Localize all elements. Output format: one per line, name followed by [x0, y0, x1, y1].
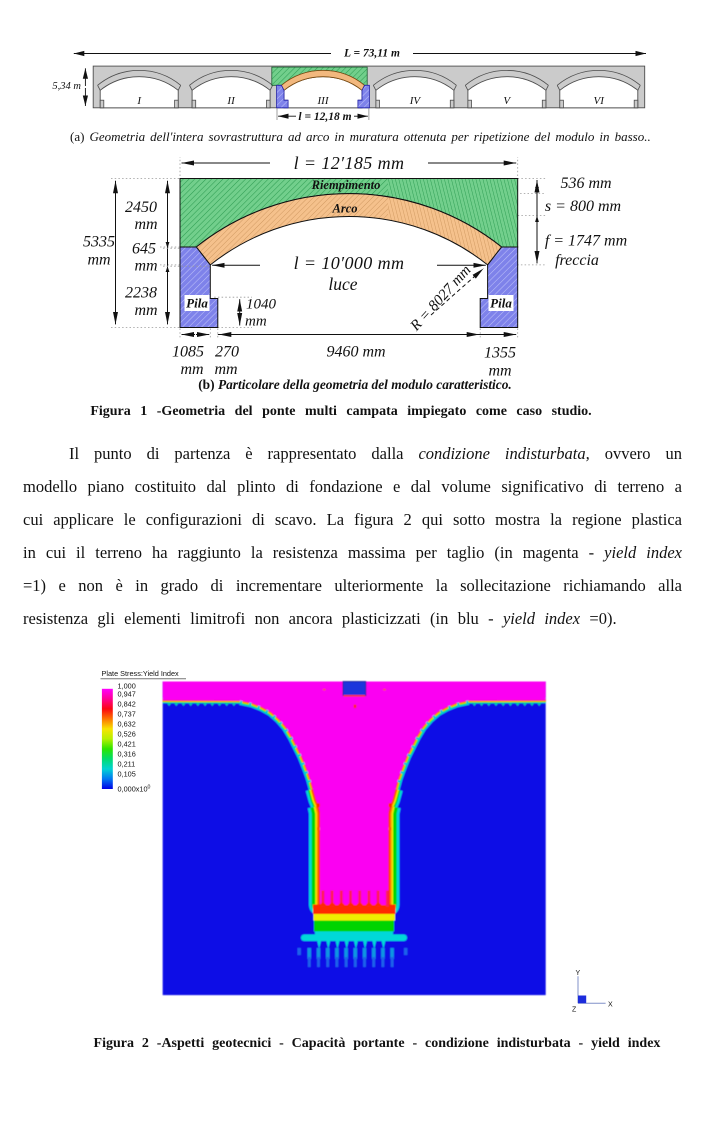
svg-text:l = 12′185 mm: l = 12′185 mm: [294, 153, 405, 173]
svg-text:5,34 m: 5,34 m: [52, 81, 81, 92]
svg-text:mm: mm: [245, 314, 267, 330]
svg-text:Riempimento: Riempimento: [311, 178, 381, 192]
svg-text:9460 mm: 9460 mm: [326, 344, 385, 361]
svg-text:L = 73,11 m: L = 73,11 m: [343, 48, 400, 60]
svg-text:mm: mm: [134, 216, 157, 233]
svg-text:s = 800 mm: s = 800 mm: [545, 198, 621, 215]
svg-text:1040: 1040: [246, 297, 277, 313]
svg-text:0,211: 0,211: [118, 759, 136, 768]
svg-text:5335: 5335: [83, 234, 115, 251]
svg-text:Z: Z: [572, 1007, 577, 1014]
svg-text:Plate Stress:Yield Index: Plate Stress:Yield Index: [102, 669, 180, 678]
svg-text:2238: 2238: [125, 285, 157, 302]
svg-text:0,737: 0,737: [118, 709, 136, 718]
svg-text:I: I: [136, 95, 142, 107]
svg-text:0,842: 0,842: [118, 699, 136, 708]
svg-text:Arco: Arco: [332, 202, 358, 216]
svg-text:V: V: [503, 95, 511, 107]
svg-text:IV: IV: [409, 95, 422, 107]
svg-text:0,947: 0,947: [118, 689, 136, 698]
svg-text:2450: 2450: [125, 199, 157, 216]
svg-text:mm: mm: [87, 252, 110, 269]
svg-text:VI: VI: [594, 95, 606, 107]
svg-text:l = 10′000 mm: l = 10′000 mm: [294, 253, 405, 273]
svg-text:freccia: freccia: [555, 252, 599, 269]
svg-text:III: III: [317, 95, 330, 107]
svg-text:0,105: 0,105: [118, 770, 136, 779]
svg-text:0,632: 0,632: [118, 719, 136, 728]
svg-text:1085: 1085: [172, 344, 204, 361]
svg-text:1355: 1355: [484, 345, 516, 362]
svg-text:Pila: Pila: [490, 296, 512, 311]
svg-text:0,526: 0,526: [118, 729, 136, 738]
svg-text:mm: mm: [180, 361, 203, 378]
svg-text:1,000: 1,000: [118, 682, 136, 691]
svg-text:II: II: [226, 95, 236, 107]
svg-text:Pila: Pila: [186, 296, 208, 311]
svg-text:0,316: 0,316: [118, 749, 136, 758]
svg-text:645: 645: [132, 241, 156, 258]
svg-text:mm: mm: [214, 361, 237, 378]
svg-text:f = 1747 mm: f = 1747 mm: [545, 233, 627, 250]
svg-text:mm: mm: [134, 302, 157, 319]
svg-text:Y: Y: [576, 970, 581, 977]
svg-text:mm: mm: [488, 363, 511, 380]
svg-text:X: X: [608, 1002, 613, 1009]
svg-text:270: 270: [215, 344, 239, 361]
svg-text:536 mm: 536 mm: [560, 175, 611, 192]
svg-text:luce: luce: [328, 274, 357, 294]
svg-text:0,421: 0,421: [118, 739, 136, 748]
svg-text:0,000x100: 0,000x100: [118, 785, 151, 794]
svg-text:mm: mm: [134, 258, 157, 275]
svg-text:l = 12,18 m: l = 12,18 m: [298, 111, 351, 123]
svg-text:R = 8027 mm: R = 8027 mm: [407, 262, 475, 335]
